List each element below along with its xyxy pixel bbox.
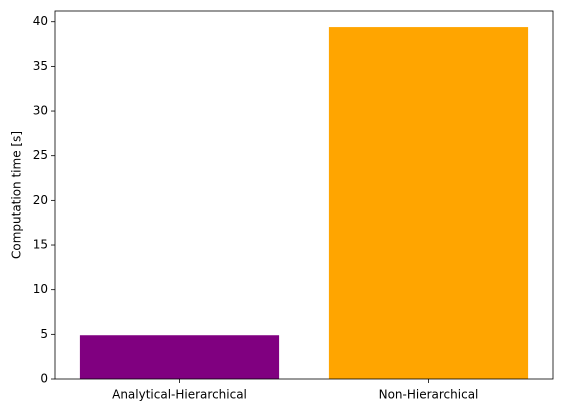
x-tick-label: Non-Hierarchical — [379, 388, 479, 402]
bar — [79, 335, 280, 379]
y-tick-label: 10 — [33, 282, 48, 296]
axes-frame — [54, 10, 554, 380]
y-tick-label: 40 — [33, 14, 48, 28]
y-tick-label: 35 — [33, 59, 48, 73]
y-tick-label: 5 — [40, 327, 48, 341]
y-tick-label: 20 — [33, 193, 48, 207]
y-tick-label: 15 — [33, 238, 48, 252]
y-tick-label: 0 — [40, 372, 48, 386]
y-tick-label: 25 — [33, 148, 48, 162]
y-axis-label: Computation time [s] — [10, 131, 24, 259]
x-tick-label: Analytical-Hierarchical — [112, 388, 247, 402]
y-tick-label: 30 — [33, 104, 48, 118]
bar — [328, 27, 529, 380]
